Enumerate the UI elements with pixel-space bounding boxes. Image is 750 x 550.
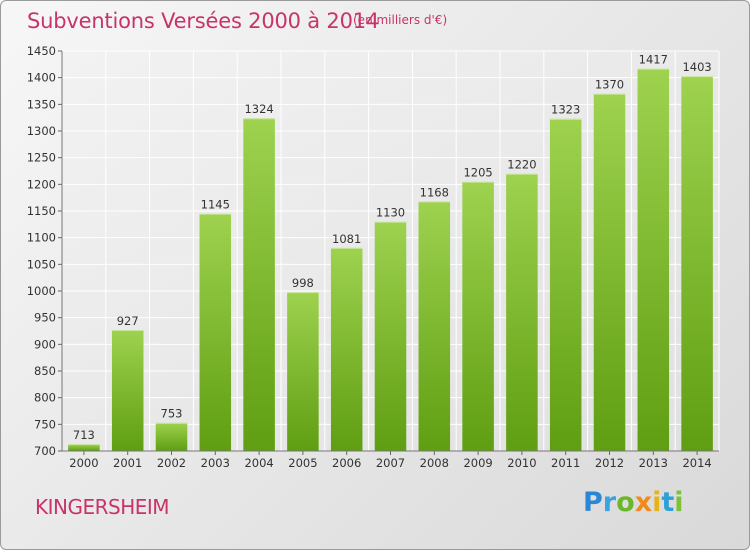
bar-2011 — [549, 118, 582, 451]
value-label: 1220 — [507, 158, 536, 172]
y-tick-label: 1150 — [27, 204, 56, 218]
value-label: 1130 — [376, 206, 405, 220]
y-tick-label: 950 — [34, 311, 56, 325]
value-label: 1417 — [639, 53, 668, 67]
y-tick-label: 1050 — [27, 257, 56, 271]
x-tick-label: 2010 — [507, 456, 536, 470]
y-tick-label: 800 — [34, 391, 56, 405]
y-tick-label: 1100 — [27, 231, 56, 245]
x-tick-label: 2000 — [69, 456, 98, 470]
x-tick-label: 2004 — [244, 456, 273, 470]
x-tick-label: 2012 — [595, 456, 624, 470]
bar-2010 — [506, 173, 538, 451]
x-tick-label: 2001 — [113, 456, 142, 470]
y-tick-label: 1300 — [27, 124, 56, 138]
bar-2002 — [155, 422, 188, 451]
value-label: 753 — [161, 407, 183, 421]
bar-2012 — [593, 93, 626, 452]
y-tick-label: 1000 — [27, 284, 56, 298]
value-label: 1168 — [420, 185, 449, 199]
y-tick-label: 700 — [34, 444, 56, 458]
bar-2003 — [199, 213, 232, 451]
y-tick-label: 1400 — [27, 71, 56, 85]
x-tick-label: 2007 — [376, 456, 405, 470]
y-tick-label: 1450 — [27, 44, 56, 58]
value-label: 1324 — [244, 102, 273, 116]
y-tick-label: 1250 — [27, 151, 56, 165]
bar-2009 — [462, 181, 494, 451]
y-tick-label: 750 — [34, 417, 56, 431]
value-label: 1323 — [551, 103, 580, 117]
value-label: 998 — [292, 276, 314, 290]
unit-note: (en milliers d'€) — [353, 13, 448, 27]
x-tick-label: 2002 — [157, 456, 186, 470]
value-label: 713 — [73, 428, 95, 442]
bar-2006 — [330, 247, 363, 451]
y-tick-label: 1200 — [27, 177, 56, 191]
bar-2004 — [243, 118, 275, 451]
value-label: 1370 — [595, 78, 624, 92]
bar-2001 — [111, 329, 144, 451]
bar-2000 — [68, 444, 100, 451]
x-tick-label: 2013 — [639, 456, 668, 470]
value-label: 1145 — [201, 198, 230, 212]
x-tick-label: 2006 — [332, 456, 361, 470]
city-name: KINGERSHEIM — [35, 495, 170, 519]
x-tick-label: 2003 — [201, 456, 230, 470]
x-tick-label: 2014 — [682, 456, 711, 470]
chart-title: Subventions Versées 2000 à 2014 — [27, 9, 380, 33]
bar-2007 — [374, 221, 407, 451]
bar-2013 — [637, 68, 670, 451]
x-tick-label: 2005 — [288, 456, 317, 470]
proxiti-logo[interactable]: Proxiti — [583, 487, 684, 518]
x-tick-label: 2009 — [463, 456, 492, 470]
y-tick-label: 1350 — [27, 97, 56, 111]
y-tick-label: 900 — [34, 337, 56, 351]
y-tick-label: 850 — [34, 364, 56, 378]
value-label: 1205 — [463, 166, 492, 180]
bar-2008 — [418, 201, 451, 451]
bar-2014 — [681, 76, 713, 452]
value-label: 927 — [117, 314, 139, 328]
x-tick-label: 2011 — [551, 456, 580, 470]
x-tick-label: 2008 — [420, 456, 449, 470]
value-label: 1081 — [332, 232, 361, 246]
bar-2005 — [287, 292, 319, 451]
value-label: 1403 — [682, 60, 711, 74]
